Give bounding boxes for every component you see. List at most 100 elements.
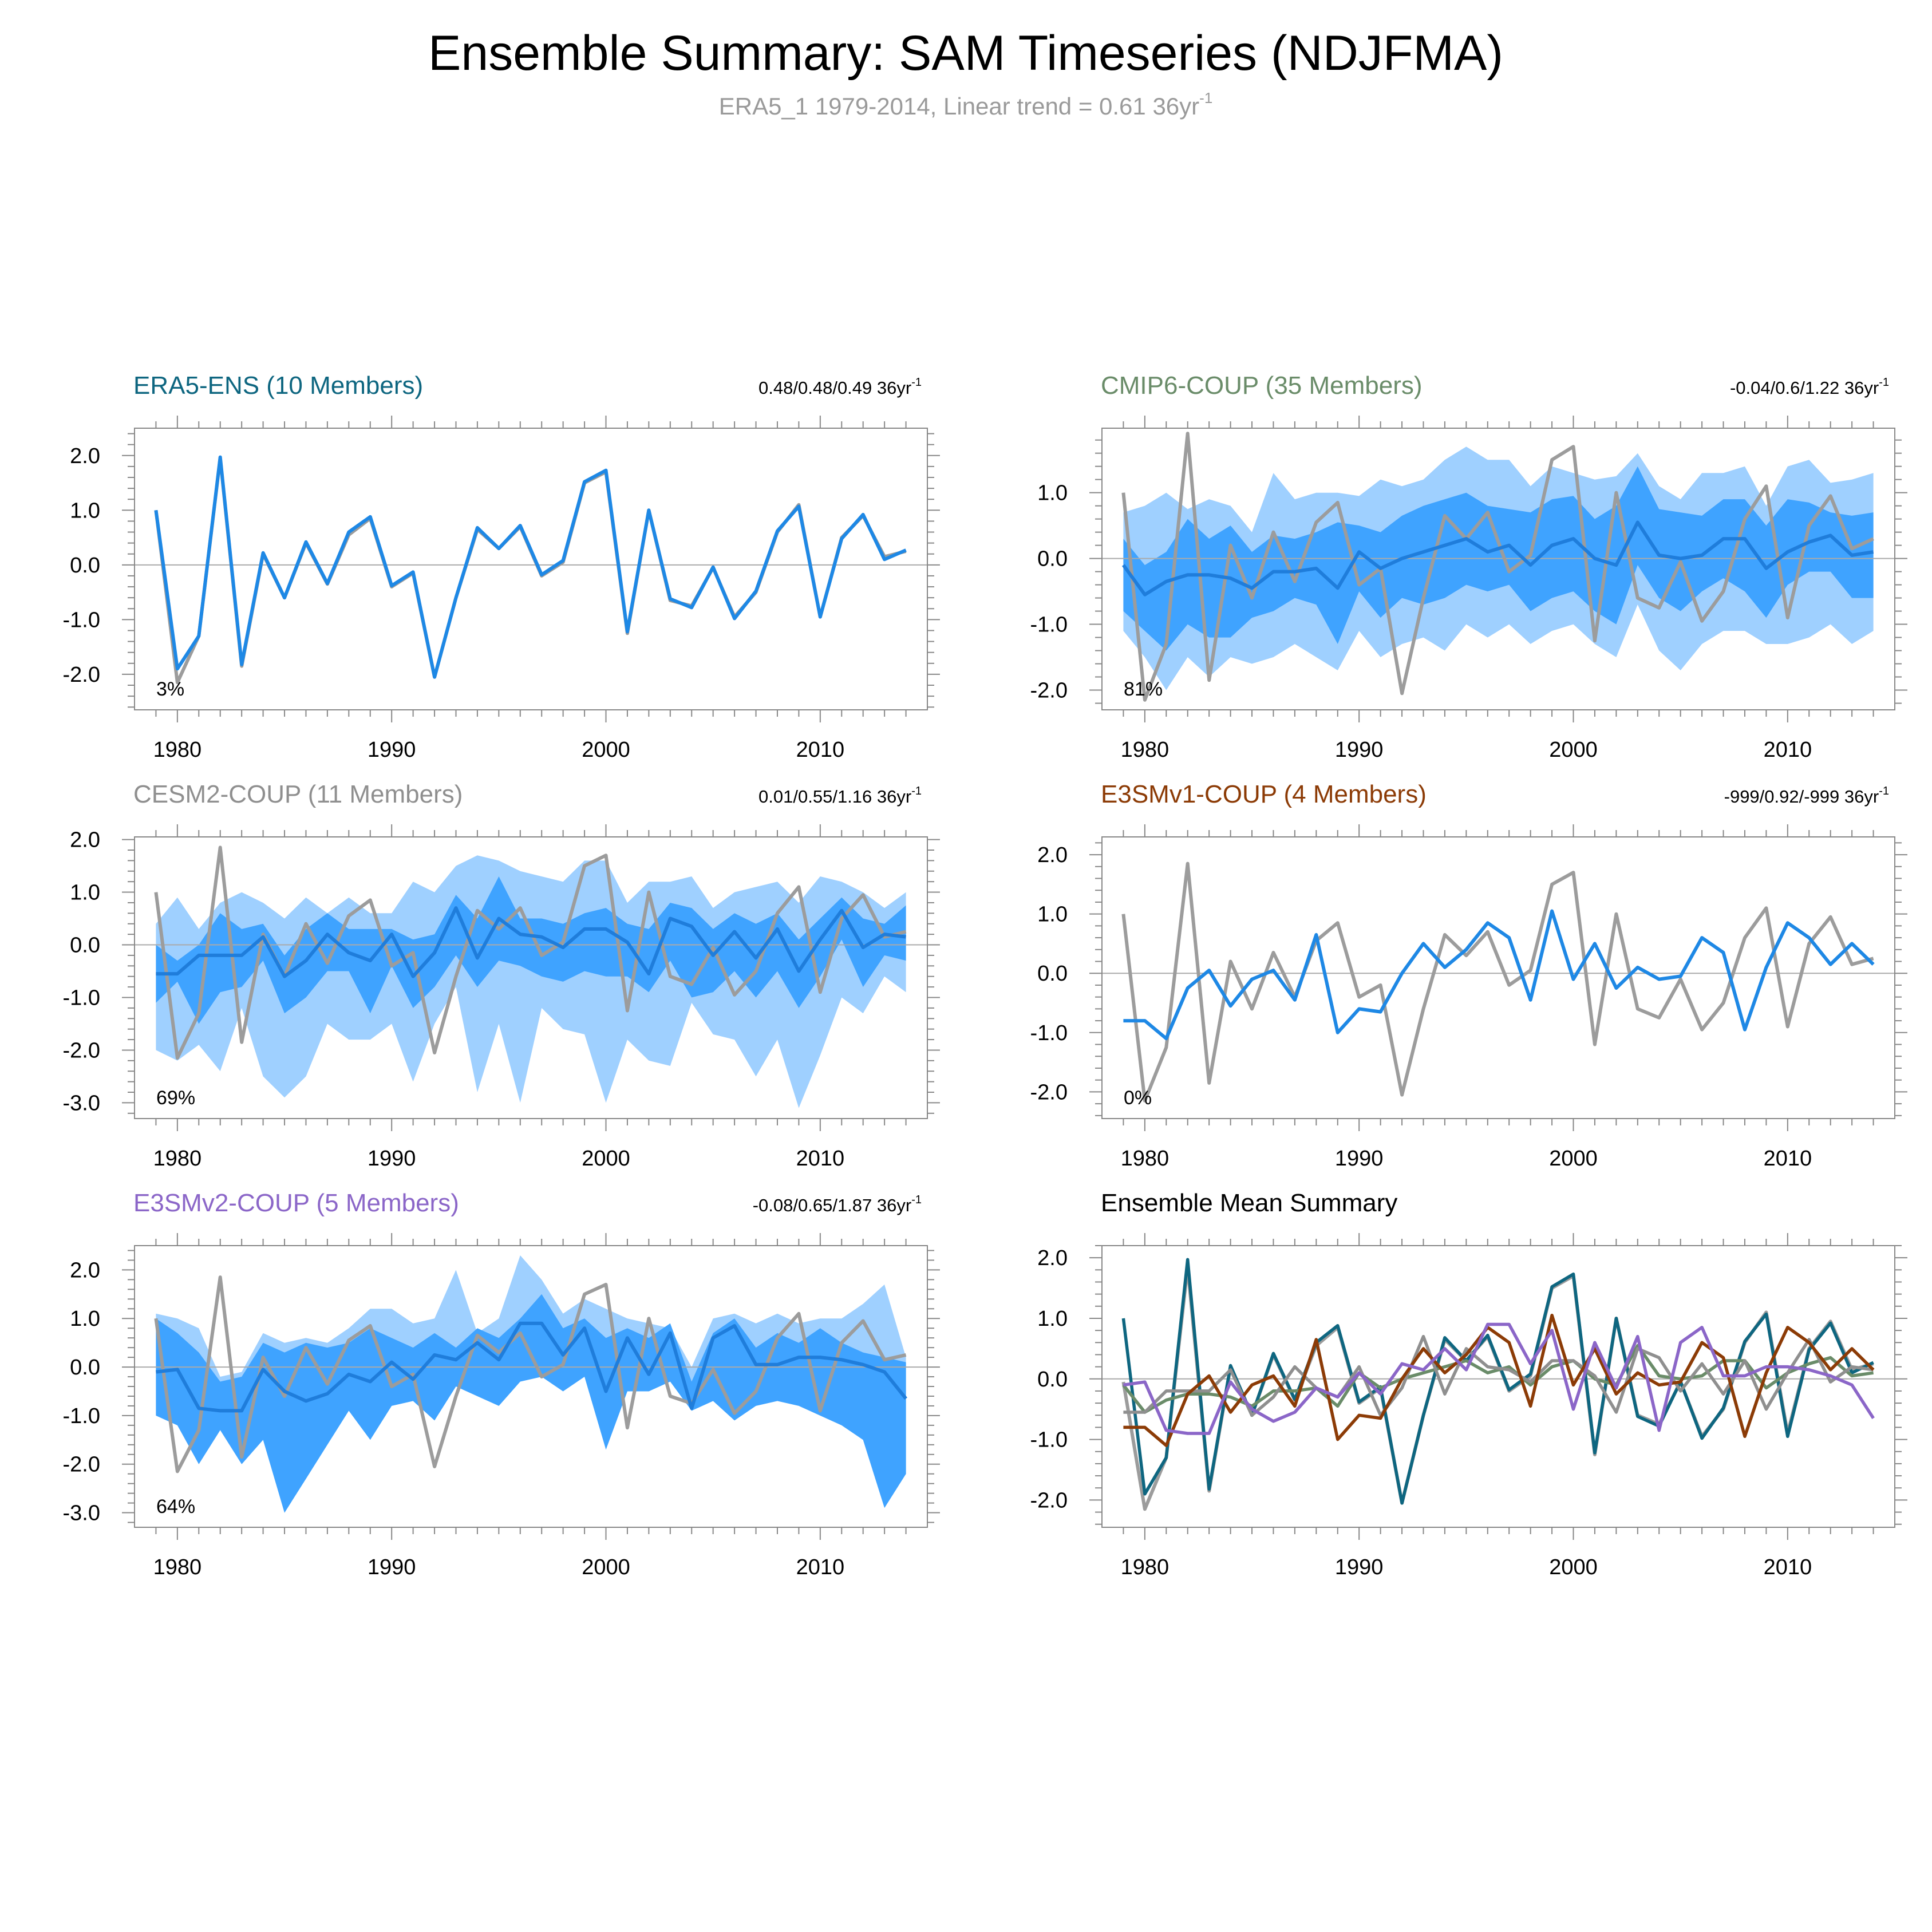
y-tick-label: 2.0 <box>70 1258 100 1282</box>
y-tick-label: -2.0 <box>1030 679 1068 703</box>
panel-stats-text: 0.48/0.48/0.49 36yr <box>758 378 911 398</box>
ensemble-mean-line <box>1123 909 1875 1041</box>
spread-band-outer <box>156 855 906 1108</box>
panel-percent: 0% <box>1124 1087 1152 1109</box>
panel-stats-text: 0.01/0.55/1.16 36yr <box>758 787 911 807</box>
y-tick-label: -1.0 <box>1030 1428 1068 1452</box>
y-tick-label: -2.0 <box>63 1453 100 1477</box>
panel-stats-sup: -1 <box>911 376 922 389</box>
series-line-3 <box>1123 1313 1875 1447</box>
x-tick-label: 1990 <box>1335 1555 1384 1579</box>
y-tick-label: 1.0 <box>1037 903 1068 927</box>
y-tick-label: 0.0 <box>1037 547 1068 571</box>
plot-frame <box>1101 428 1895 710</box>
plot-area <box>135 428 927 710</box>
x-tick-label: 1990 <box>1335 738 1384 762</box>
x-tick-label: 2000 <box>1549 1147 1598 1171</box>
y-tick-label: 1.0 <box>70 499 100 523</box>
obs-line <box>1121 862 1874 1103</box>
y-tick-label: 1.0 <box>70 881 100 905</box>
panel-stats: -0.08/0.65/1.87 36yr-1 <box>753 1194 922 1215</box>
plot-area <box>1102 837 1895 1119</box>
y-tick-label: 2.0 <box>1037 843 1068 867</box>
x-tick-label: 2010 <box>796 1147 845 1171</box>
series-line-2 <box>1123 1334 1874 1417</box>
panel-stats: 0.01/0.55/1.16 36yr-1 <box>758 785 922 807</box>
x-tick-label: 1990 <box>368 738 416 762</box>
x-tick-label: 1980 <box>153 1147 202 1171</box>
y-tick-label: 2.0 <box>70 828 100 852</box>
x-tick-label: 2000 <box>582 738 630 762</box>
x-tick-label: 1980 <box>1121 1555 1170 1579</box>
figure-subtitle: ERA5_1 1979-2014, Linear trend = 0.61 36… <box>719 89 1213 120</box>
ensemble-mean-line <box>156 1321 907 1413</box>
x-tick-label: 1990 <box>368 1147 416 1171</box>
y-tick-label: -1.0 <box>63 1404 100 1428</box>
panel-title: ERA5-ENS (10 Members) <box>133 372 423 400</box>
ensemble-mean-line <box>154 455 907 679</box>
ensemble-mean-line <box>1121 520 1874 596</box>
panel-stats: -999/0.92/-999 36yr-1 <box>1724 785 1889 807</box>
x-tick-label: 2010 <box>1764 738 1812 762</box>
y-tick-label: -2.0 <box>63 663 100 687</box>
x-tick-label: 2010 <box>796 1555 845 1579</box>
x-tick-label: 2000 <box>582 1555 630 1579</box>
panel-stats-text: -0.08/0.65/1.87 36yr <box>753 1195 911 1215</box>
y-tick-label: -1.0 <box>1030 613 1068 637</box>
panel-cmip6: 1980 1990 2000 2010 1.0 0.0 -1.0 -2.0 CMIP6-COUP… <box>1030 372 1907 762</box>
panel-stats-sup: -1 <box>911 785 922 797</box>
y-tick-label: 2.0 <box>70 444 100 468</box>
plot-area <box>1102 1246 1895 1527</box>
x-tick-label: 1980 <box>153 738 202 762</box>
panel-e3smv1: 1980 1990 2000 2010 2.0 1.0 0.0 -1.0 -2.0 E3SMv1-… <box>1030 780 1907 1171</box>
y-tick-label: 1.0 <box>1037 481 1068 505</box>
figure-subtitle-sup: -1 <box>1199 89 1212 106</box>
panel-stats-sup: -1 <box>1879 785 1889 797</box>
x-tick-label: 2000 <box>1549 738 1598 762</box>
y-tick-label: 1.0 <box>1037 1307 1068 1331</box>
figure-title: Ensemble Summary: SAM Timeseries (NDJFMA… <box>428 26 1503 81</box>
x-tick-label: 2010 <box>1764 1555 1812 1579</box>
y-tick-label: -2.0 <box>63 1038 100 1062</box>
y-tick-label: 0.0 <box>70 934 100 958</box>
panel-title: CMIP6-COUP (35 Members) <box>1101 372 1423 400</box>
x-tick-label: 2010 <box>796 738 845 762</box>
ensemble-mean-line <box>156 906 906 978</box>
y-tick-label: -1.0 <box>63 986 100 1010</box>
y-tick-label: 2.0 <box>1037 1246 1068 1270</box>
panels: 1980 1990 2000 2010 2.0 1.0 0.0 -1.0 -2.0 ERA5-EN… <box>63 372 1907 1579</box>
panel-stats: -0.04/0.6/1.22 36yr-1 <box>1730 376 1889 398</box>
y-tick-label: 0.0 <box>70 1356 100 1380</box>
plot-frame <box>1101 836 1895 1119</box>
panel-e3smv2: 1980 1990 2000 2010 2.0 1.0 0.0 -1.0 -2.0 -3.0 E3S… <box>63 1189 940 1579</box>
y-tick-label: -3.0 <box>63 1091 100 1115</box>
x-tick-label: 1990 <box>368 1555 416 1579</box>
panel-title: E3SMv2-COUP (5 Members) <box>133 1189 459 1217</box>
y-tick-label: 0.0 <box>1037 962 1068 986</box>
y-tick-label: 0.0 <box>1037 1368 1068 1392</box>
x-tick-label: 1980 <box>1121 1147 1170 1171</box>
panel-stats-text: -0.04/0.6/1.22 36yr <box>1730 378 1879 398</box>
x-tick-label: 2000 <box>1549 1555 1598 1579</box>
panel-percent: 64% <box>156 1496 195 1518</box>
panel-stats: 0.48/0.48/0.49 36yr-1 <box>758 376 922 398</box>
y-tick-label: -2.0 <box>1030 1488 1068 1512</box>
spread-band-inner <box>156 876 906 1024</box>
y-tick-label: 0.0 <box>70 554 100 578</box>
panel-title: Ensemble Mean Summary <box>1101 1189 1397 1217</box>
spread-band-outer <box>156 1255 906 1513</box>
obs-line <box>1121 432 1874 702</box>
figure-subtitle-text: ERA5_1 1979-2014, Linear trend = 0.61 36… <box>719 93 1199 120</box>
x-tick-label: 1980 <box>1121 738 1170 762</box>
panel-percent: 3% <box>156 678 184 700</box>
x-tick-label: 1990 <box>1335 1147 1384 1171</box>
plot-frame <box>1101 1245 1895 1528</box>
panel-cesm2: 1980 1990 2000 2010 2.0 1.0 0.0 -1.0 -2.0 -3.0 CES… <box>63 780 940 1171</box>
x-tick-label: 2000 <box>582 1147 630 1171</box>
y-tick-label: -1.0 <box>63 608 100 632</box>
y-tick-label: -2.0 <box>1030 1080 1068 1104</box>
panel-summary: 1980 1990 2000 2010 2.0 1.0 0.0 -1.0 -2.0 Ensembl… <box>1030 1189 1907 1579</box>
y-tick-label: 1.0 <box>70 1307 100 1331</box>
y-tick-label: -1.0 <box>1030 1021 1068 1045</box>
